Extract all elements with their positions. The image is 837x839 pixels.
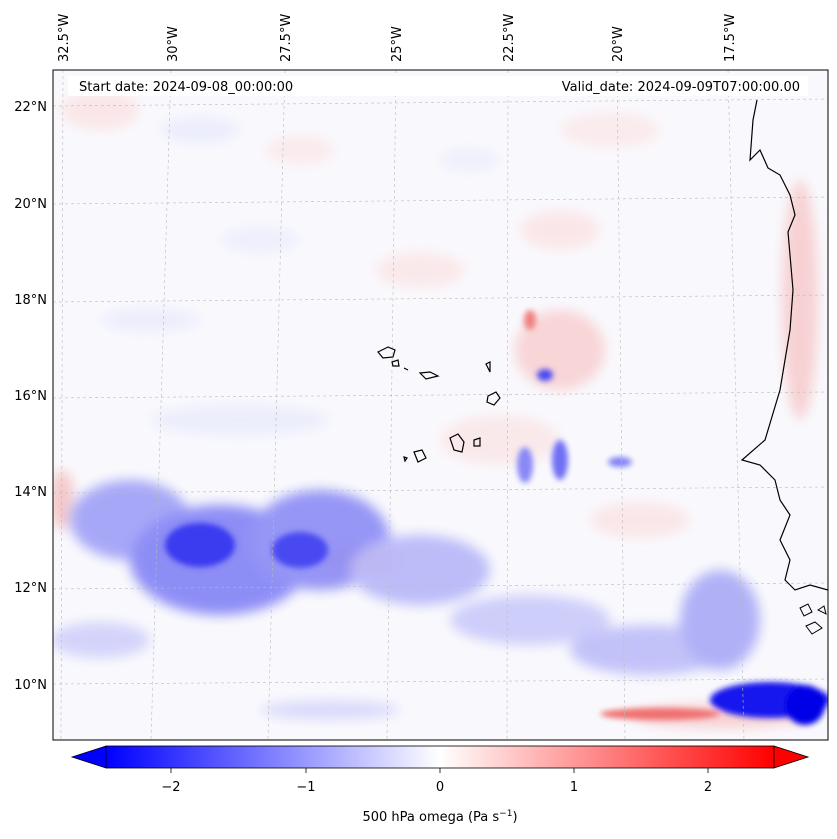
colorbar-tick-label: 2 <box>704 780 712 795</box>
colorbar-max-extension <box>773 745 810 769</box>
longitude-labels: 32.5°W 30°W 27.5°W 25°W 22.5°W 20°W 17.5… <box>57 14 738 62</box>
lon-label: 20°W <box>611 26 626 62</box>
colorbar-label: 500 hPa omega (Pa s−1) <box>362 809 517 825</box>
lon-label: 32.5°W <box>57 14 72 62</box>
colorbar-gradient <box>105 745 775 769</box>
senegal-islands <box>799 603 827 635</box>
lon-label: 22.5°W <box>502 14 517 62</box>
graticule <box>53 70 828 740</box>
latitude-labels: 22°N 20°N 18°N 16°N 14°N 12°N 10°N <box>14 100 47 693</box>
lat-label: 22°N <box>14 100 47 115</box>
colorbar-min-extension <box>70 745 107 769</box>
lat-label: 12°N <box>14 581 47 596</box>
colorbar: −2 −1 0 1 2 500 hPa omega (Pa s−1) <box>70 745 810 825</box>
lon-label: 27.5°W <box>279 14 294 62</box>
lat-label: 20°N <box>14 197 47 212</box>
colorbar-tick-label: −1 <box>296 780 315 795</box>
lat-label: 14°N <box>14 485 47 500</box>
start-date-label: Start date: 2024-09-08_00:00:00 <box>79 80 293 95</box>
lon-label: 25°W <box>390 26 405 62</box>
lat-label: 18°N <box>14 293 47 308</box>
lon-label: 17.5°W <box>723 14 738 62</box>
lon-label: 30°W <box>166 26 181 62</box>
omega-field: Start date: 2024-09-08_00:00:00 Valid_da… <box>53 70 828 740</box>
lat-label: 10°N <box>14 678 47 693</box>
colorbar-tick-label: −2 <box>161 780 180 795</box>
cape-verde-islands <box>377 346 501 463</box>
date-banner <box>68 76 808 96</box>
valid-date-label: Valid_date: 2024-09-09T07:00:00.00 <box>562 80 800 95</box>
colorbar-tick-label: 0 <box>436 780 444 795</box>
lat-label: 16°N <box>14 389 47 404</box>
map-frame <box>52 69 829 741</box>
africa-coastline <box>740 99 828 591</box>
colorbar-tick-label: 1 <box>570 780 578 795</box>
